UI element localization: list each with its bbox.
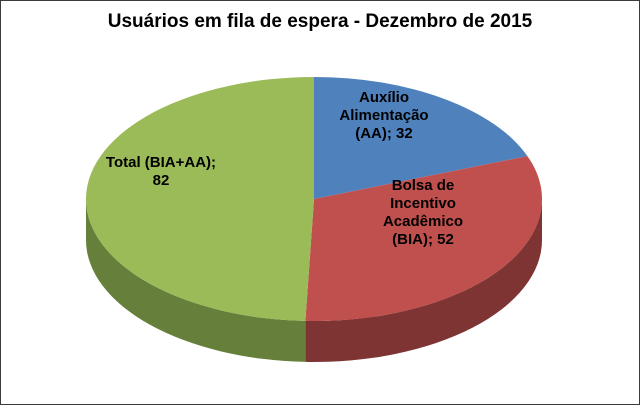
- pie-slice-side-1: [305, 199, 542, 363]
- chart-title: Usuários em fila de espera - Dezembro de…: [107, 11, 533, 32]
- pie-slice-0: [314, 77, 528, 199]
- pie-slice-2: [85, 77, 315, 321]
- pie-slice-1: [305, 156, 542, 321]
- pie-slice-side-2: [86, 199, 306, 362]
